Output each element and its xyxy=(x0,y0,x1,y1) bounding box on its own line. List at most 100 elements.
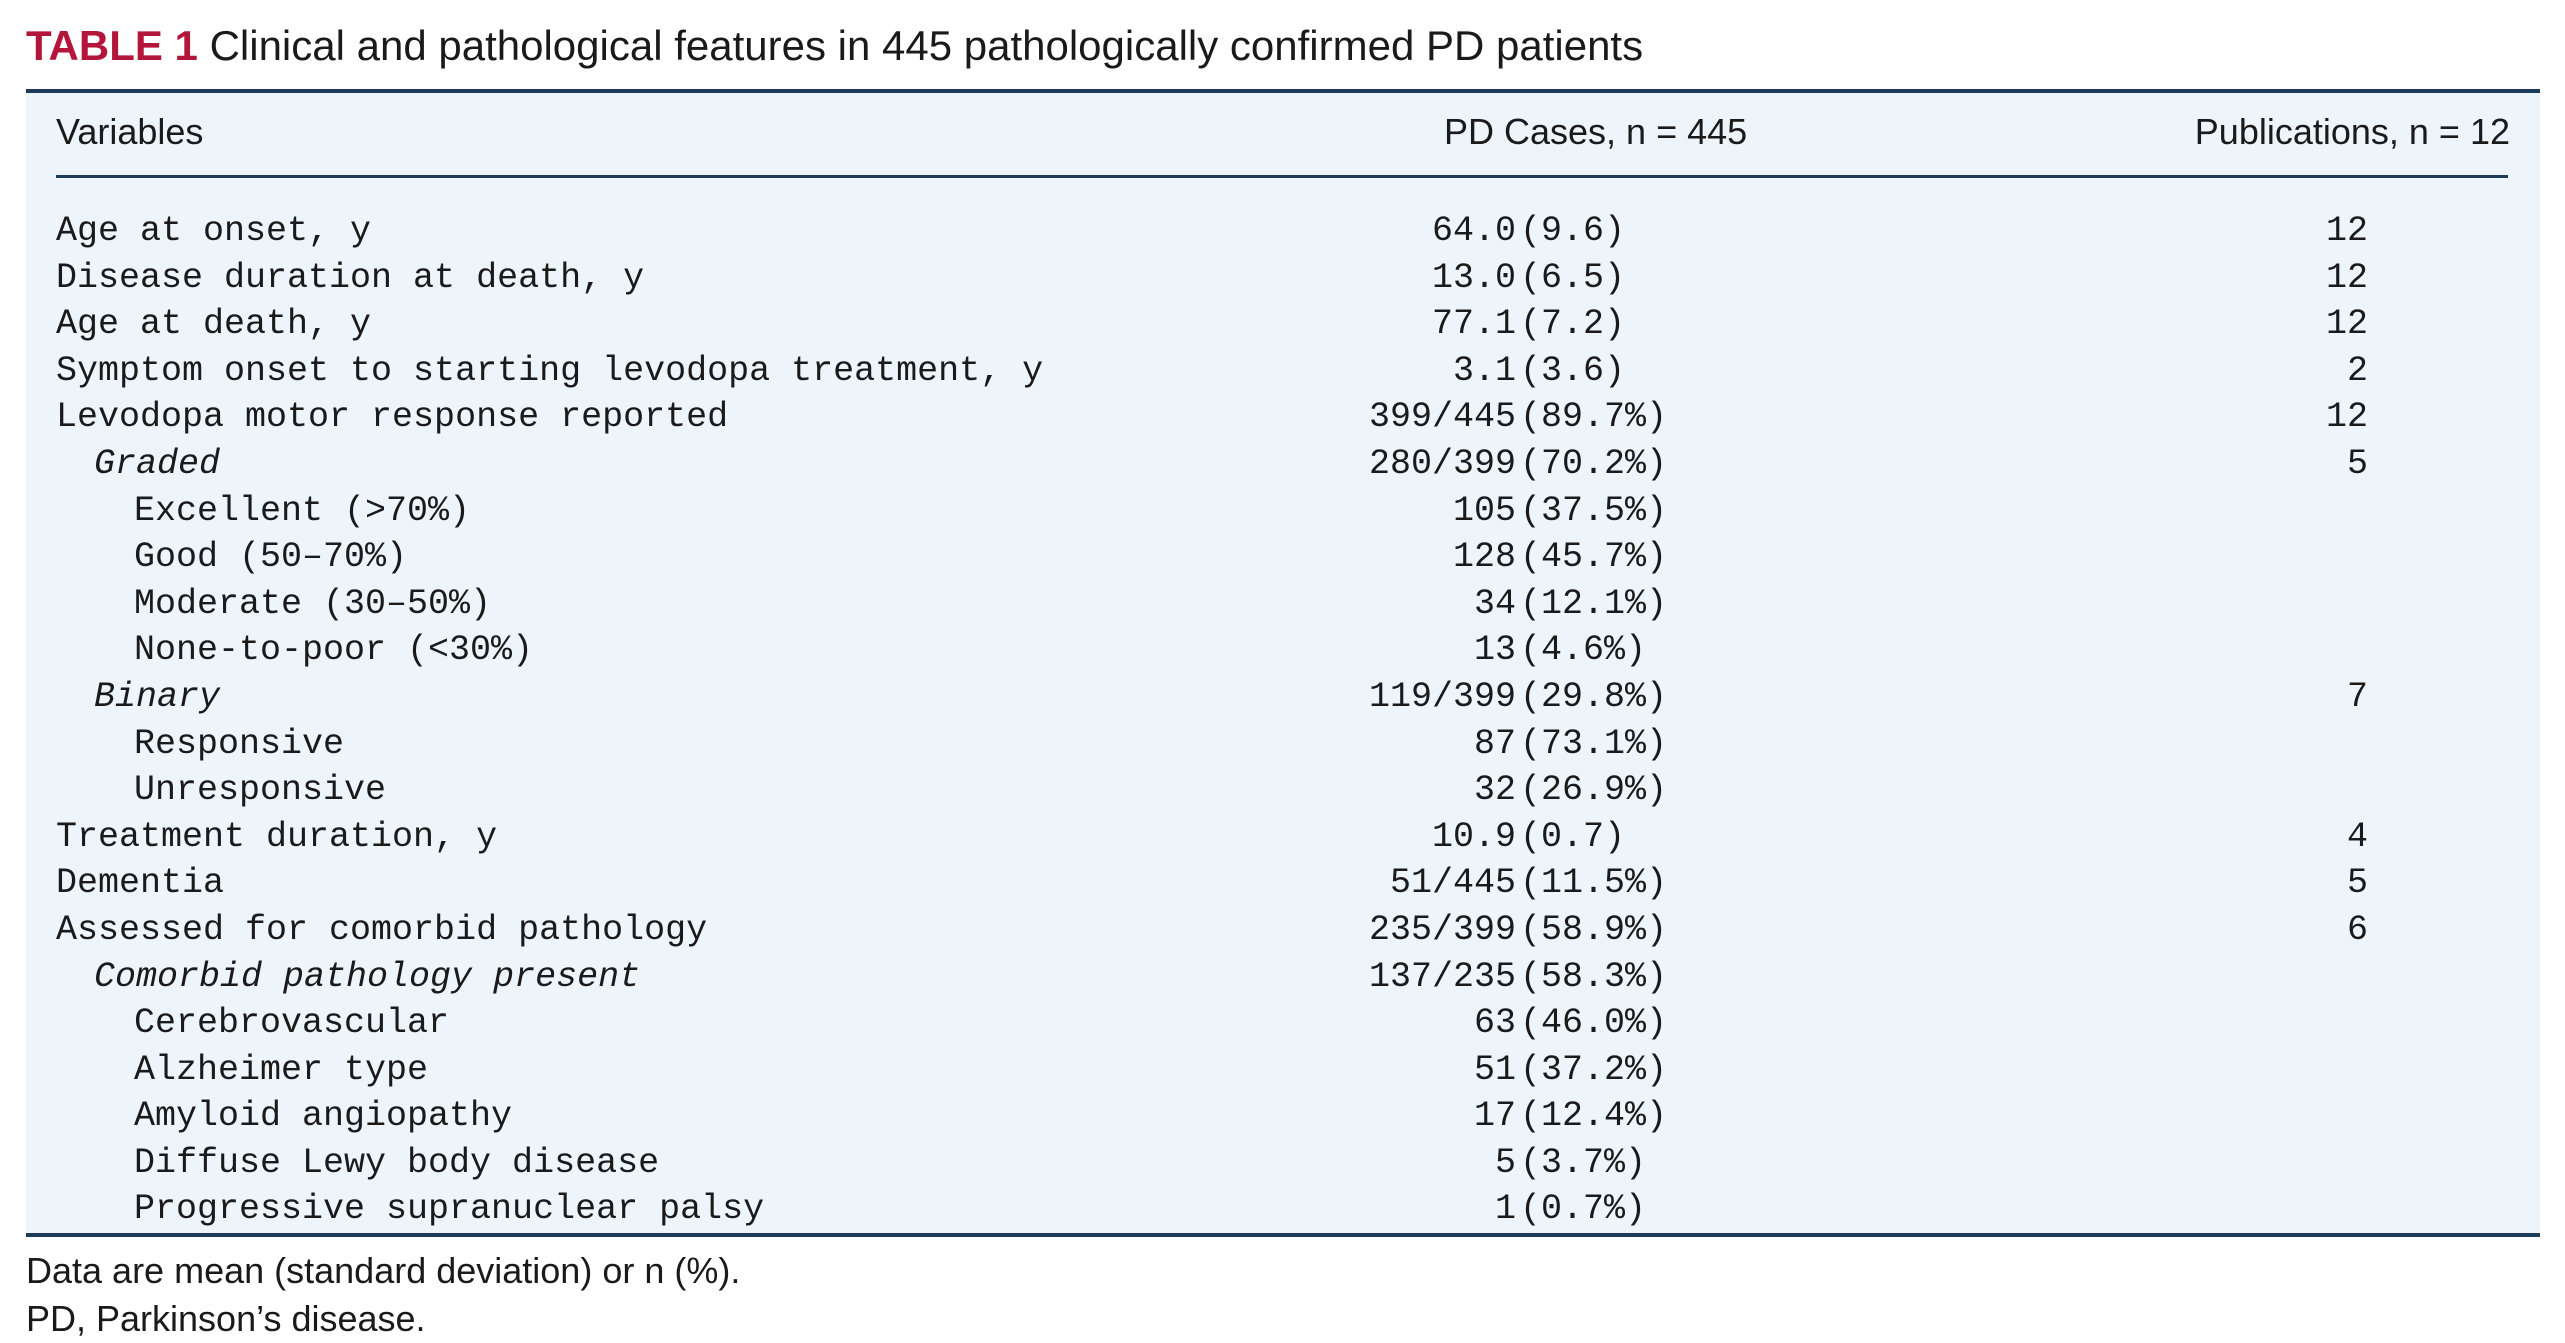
row-value-paren: (9.6) xyxy=(1520,211,1626,251)
row-variable: Progressive supranuclear palsy xyxy=(134,1189,765,1230)
row-value: 17 xyxy=(1473,1096,1516,1137)
row-value: 13 xyxy=(1473,630,1516,671)
row-value-paren: (70.2%) xyxy=(1520,443,1668,484)
header-publications: Publications, n = 12 xyxy=(2194,111,2510,152)
row-variable: Excellent (>70%) xyxy=(134,490,471,531)
row-variable: Amyloid angiopathy xyxy=(134,1096,513,1137)
row-publications: 4 xyxy=(2346,816,2368,857)
data-table: Variables PD Cases, n = 445 Publications… xyxy=(26,89,2540,1237)
table-row: Comorbid pathology present 137/235 (58.3%) xyxy=(26,954,2540,1001)
table-row: Alzheimer type 51 (37.2%) xyxy=(26,1047,2540,1094)
row-variable: Comorbid pathology present xyxy=(94,956,641,997)
row-variable: Assessed for comorbid pathology xyxy=(56,909,708,950)
row-value: 51 xyxy=(1473,1049,1516,1090)
row-variable: Binary xyxy=(94,676,221,717)
row-value-paren: (58.3%) xyxy=(1520,956,1668,997)
table-row: Age at death, y 77.1 (7.2) 12 xyxy=(26,301,2540,348)
row-value: 64.0 xyxy=(1431,211,1516,251)
row-value: 280/399 xyxy=(1368,443,1516,484)
table-row: Age at onset, y 64.0 (9.6) 12 xyxy=(26,208,2540,255)
table-row: Cerebrovascular 63 (46.0%) xyxy=(26,1000,2540,1047)
row-value: 105 xyxy=(1452,490,1516,531)
row-variable: Age at onset, y xyxy=(56,211,372,251)
row-value: 399/445 xyxy=(1368,397,1516,438)
row-variable: Graded xyxy=(94,443,221,484)
footnote-data-note: Data are mean (standard deviation) or n … xyxy=(26,1250,741,1291)
row-variable: Good (50–70%) xyxy=(134,537,408,578)
row-variable: Cerebrovascular xyxy=(134,1003,450,1044)
table-row: Levodopa motor response reported 399/445(… xyxy=(26,394,2540,441)
row-publications: 12 xyxy=(2325,397,2368,438)
row-value: 13.0 xyxy=(1431,257,1516,298)
row-variable: Diffuse Lewy body disease xyxy=(134,1142,660,1183)
row-value: 51/445 xyxy=(1389,863,1516,904)
row-value: 10.9 xyxy=(1431,816,1516,857)
row-value: 32 xyxy=(1473,770,1516,811)
row-value: 128 xyxy=(1452,537,1516,578)
table-header: Variables PD Cases, n = 445 Publications… xyxy=(26,93,2540,173)
table-row: None-to-poor (<30%) 13 (4.6%) xyxy=(26,627,2540,674)
row-value: 137/235 xyxy=(1368,956,1516,997)
table-row: Moderate (30–50%) 34 (12.1%) xyxy=(26,581,2540,628)
table-row: Diffuse Lewy body disease 5 (3.7%) xyxy=(26,1140,2540,1187)
row-value-paren: (29.8%) xyxy=(1520,676,1668,717)
row-value: 3.1 xyxy=(1452,350,1516,391)
table-row: Binary 119/399 (29.8%) 7 xyxy=(26,674,2540,721)
row-variable: Treatment duration, y xyxy=(56,816,498,857)
row-value: 77.1 xyxy=(1431,304,1516,345)
row-value-paren: (6.5) xyxy=(1520,257,1626,298)
row-value: 1 xyxy=(1494,1189,1516,1230)
table-title: Clinical and pathological features in 44… xyxy=(209,22,1644,69)
row-value-paren: (3.7%) xyxy=(1520,1142,1647,1183)
row-publications: 2 xyxy=(2346,350,2368,391)
row-value-paren: (45.7%) xyxy=(1520,537,1668,578)
table-row: Responsive 87 (73.1%) xyxy=(26,721,2540,768)
table-row: Progressive supranuclear palsy 1 (0.7%) xyxy=(26,1186,2540,1233)
row-value-paren: (89.7%) xyxy=(1520,397,1668,438)
row-value-paren: (4.6%) xyxy=(1520,630,1647,671)
footnote-abbreviation: PD, Parkinson’s disease. xyxy=(26,1298,426,1339)
row-publications: 5 xyxy=(2346,863,2368,904)
row-variable: Responsive xyxy=(134,723,345,764)
row-value-paren: (0.7%) xyxy=(1520,1189,1647,1230)
row-value-paren: (12.4%) xyxy=(1520,1096,1668,1137)
row-value-paren: (46.0%) xyxy=(1520,1003,1668,1044)
row-value: 87 xyxy=(1473,723,1516,764)
row-value-paren: (3.6) xyxy=(1520,350,1626,391)
row-value-paren: (12.1%) xyxy=(1520,583,1668,624)
table-body: Age at onset, y 64.0 (9.6) 12 Disease durati… xyxy=(26,208,2540,1233)
table-row: Disease duration at death, y 13.0 (6.5) 12 xyxy=(26,255,2540,302)
row-variable: Levodopa motor response reported xyxy=(56,397,729,438)
row-publications: 6 xyxy=(2346,909,2368,950)
row-value: 235/399 xyxy=(1368,909,1516,950)
table-row: Assessed for comorbid pathology 235/399 (5… xyxy=(26,907,2540,954)
row-publications: 12 xyxy=(2325,304,2368,345)
row-publications: 12 xyxy=(2325,211,2368,251)
row-variable: Unresponsive xyxy=(134,770,387,811)
row-value-paren: (58.9%) xyxy=(1520,909,1668,950)
row-publications: 12 xyxy=(2325,257,2368,298)
header-pd-cases: PD Cases, n = 445 xyxy=(1444,111,1748,152)
table-row: Good (50–70%) 128 (45.7%) xyxy=(26,534,2540,581)
row-value: 119/399 xyxy=(1368,676,1516,717)
row-value: 63 xyxy=(1473,1003,1516,1044)
table-row: Unresponsive 32 (26.9%) xyxy=(26,767,2540,814)
row-publications: 7 xyxy=(2346,676,2368,717)
header-variables: Variables xyxy=(56,111,204,152)
row-value-paren: (11.5%) xyxy=(1520,863,1668,904)
row-value-paren: (26.9%) xyxy=(1520,770,1668,811)
row-variable: Dementia xyxy=(56,863,225,904)
table-caption: TABLE 1 Clinical and pathological featur… xyxy=(26,18,1643,74)
row-value-paren: (37.2%) xyxy=(1520,1049,1668,1090)
row-variable: Alzheimer type xyxy=(134,1049,429,1090)
table-row: Symptom onset to starting levodopa treat… xyxy=(26,348,2540,395)
row-value: 5 xyxy=(1494,1142,1516,1183)
row-value: 34 xyxy=(1473,583,1516,624)
header-rule xyxy=(56,175,2508,178)
table-row: Graded 280/399 (70.2%) 5 xyxy=(26,441,2540,488)
row-publications: 5 xyxy=(2346,443,2368,484)
row-value-paren: (37.5%) xyxy=(1520,490,1668,531)
table-row: Dementia 51/445 (11.5%) 5 xyxy=(26,860,2540,907)
row-value-paren: (7.2) xyxy=(1520,304,1626,345)
row-value-paren: (73.1%) xyxy=(1520,723,1668,764)
